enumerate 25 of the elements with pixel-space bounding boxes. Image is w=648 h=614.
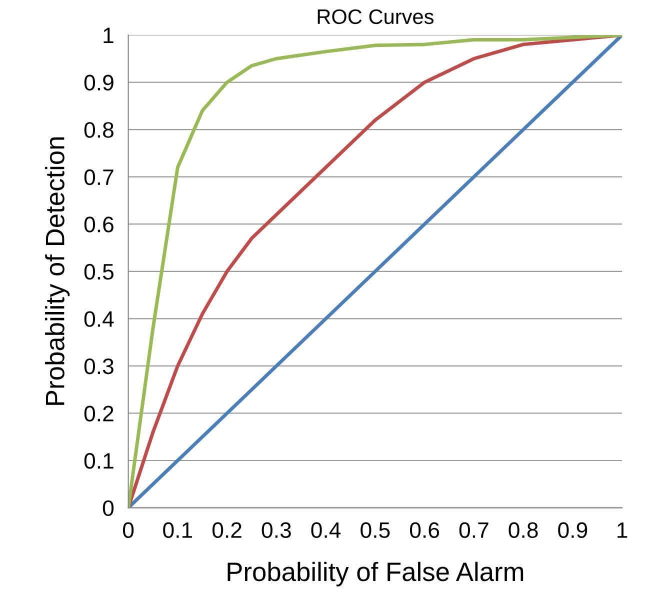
- chart-title: ROC Curves: [318, 9, 434, 24]
- y-tick-label: 0.1: [84, 453, 114, 469]
- x-tick-label: 0.2: [212, 522, 242, 538]
- y-tick-label: 0.4: [84, 311, 114, 327]
- y-tick-label: 1: [104, 28, 114, 44]
- x-tick-label: 0.8: [508, 522, 538, 538]
- x-tick-label: 0.7: [459, 522, 488, 538]
- y-tick-label: 0.6: [84, 216, 114, 232]
- x-axis-title: Probability of False Alarm: [228, 562, 524, 586]
- y-tick-label: 0.8: [84, 122, 114, 138]
- x-tick-label: 0.1: [163, 522, 192, 538]
- y-tick-label: 0.2: [84, 406, 114, 422]
- y-tick-label: 0.5: [84, 264, 114, 280]
- y-tick-label: 0.3: [84, 358, 114, 374]
- x-tick-label: 0: [122, 522, 134, 538]
- x-tick-label: 0.3: [262, 522, 291, 538]
- x-tick-label: 1: [618, 522, 628, 538]
- x-tick-label: 0.9: [558, 522, 588, 538]
- y-tick-label: 0.9: [84, 74, 114, 91]
- y-tick-label: 0.7: [84, 169, 114, 186]
- x-tick-label: 0.4: [311, 522, 341, 538]
- x-tick-label: 0.5: [360, 522, 390, 538]
- x-tick-label: 0.6: [410, 522, 440, 538]
- y-tick-label: 0: [102, 500, 114, 516]
- y-axis-title: Probability of Detection: [45, 137, 70, 405]
